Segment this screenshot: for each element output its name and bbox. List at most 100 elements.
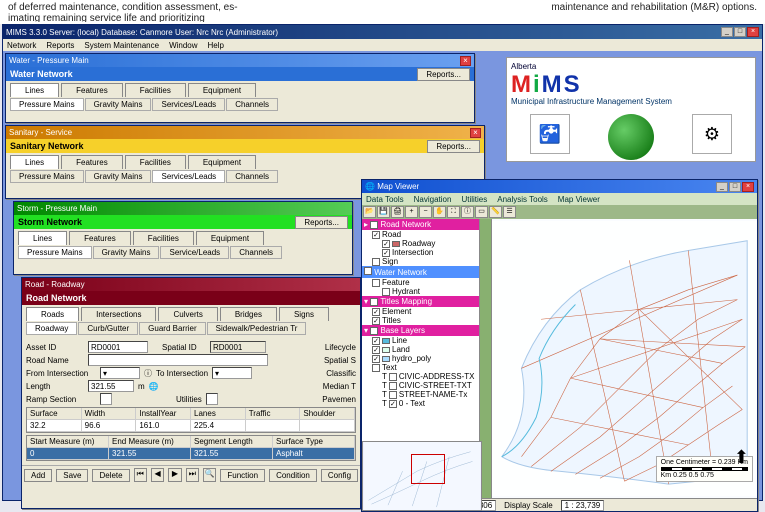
map-menu-navigation[interactable]: Navigation bbox=[414, 195, 452, 204]
water-tab-features[interactable]: Features bbox=[61, 83, 123, 97]
layer-element[interactable]: ✓Element bbox=[362, 307, 479, 316]
map-max-button[interactable]: □ bbox=[729, 182, 741, 192]
layer-civics[interactable]: T CIVIC-STREET-TXT bbox=[362, 381, 479, 390]
water-tab-lines[interactable]: Lines bbox=[10, 83, 59, 97]
g1-h-install[interactable]: InstallYear bbox=[136, 408, 191, 420]
map-canvas[interactable]: One Centimeter = 0.239 Km Km 0.25 0.5 0.… bbox=[491, 219, 757, 498]
condition-button[interactable]: Condition bbox=[269, 469, 317, 482]
tool-zoom-out-icon[interactable]: − bbox=[419, 206, 432, 218]
utilities-checkbox[interactable] bbox=[206, 393, 218, 405]
ramp-checkbox[interactable] bbox=[100, 393, 112, 405]
layer-hydro[interactable]: ✓hydro_poly bbox=[362, 354, 479, 363]
sanitary-subtab-gravity[interactable]: Gravity Mains bbox=[85, 170, 152, 183]
storm-titlebar[interactable]: Storm - Pressure Main bbox=[14, 202, 352, 215]
tool-print-icon[interactable]: 🖨 bbox=[391, 206, 404, 218]
from-int-field[interactable]: ▾ bbox=[100, 367, 140, 379]
g1-h-shoulder[interactable]: Shoulder bbox=[300, 408, 355, 420]
sanitary-tab-equipment[interactable]: Equipment bbox=[188, 155, 256, 169]
tool-open-icon[interactable]: 📂 bbox=[363, 206, 376, 218]
map-menu-analysis[interactable]: Analysis Tools bbox=[497, 195, 548, 204]
road-tab-signs[interactable]: Signs bbox=[279, 307, 329, 321]
storm-tab-equipment[interactable]: Equipment bbox=[196, 231, 264, 245]
storm-tab-facilities[interactable]: Facilities bbox=[133, 231, 194, 245]
road-subtab-curb[interactable]: Curb/Gutter bbox=[78, 322, 138, 335]
delete-button[interactable]: Delete bbox=[92, 469, 129, 482]
water-subtab-gravity[interactable]: Gravity Mains bbox=[85, 98, 152, 111]
road-name-field[interactable] bbox=[88, 354, 268, 366]
g1-h-lanes[interactable]: Lanes bbox=[191, 408, 246, 420]
water-window[interactable]: Water - Pressure Main × Water Network Re… bbox=[5, 53, 475, 123]
search-icon[interactable]: 🔍 bbox=[203, 468, 216, 482]
road-subtab-guard[interactable]: Guard Barrier bbox=[139, 322, 205, 335]
g1-row[interactable]: 32.2 96.6 161.0 225.4 bbox=[27, 420, 355, 432]
maximize-button[interactable]: □ bbox=[734, 27, 746, 37]
water-tab-facilities[interactable]: Facilities bbox=[125, 83, 186, 97]
sanitary-subtab-services[interactable]: Services/Leads bbox=[152, 170, 225, 183]
layer-civic[interactable]: T CIVIC-ADDRESS-TX bbox=[362, 372, 479, 381]
sanitary-close-icon[interactable]: × bbox=[470, 128, 481, 138]
storm-subtab-services[interactable]: Service/Leads bbox=[160, 246, 229, 259]
menu-window[interactable]: Window bbox=[169, 41, 197, 50]
menu-network[interactable]: Network bbox=[7, 41, 36, 50]
road-tab-intersections[interactable]: Intersections bbox=[81, 307, 156, 321]
layer-line[interactable]: ✓Line bbox=[362, 336, 479, 345]
layer-road[interactable]: ✓Road bbox=[362, 230, 479, 239]
water-subtab-services[interactable]: Services/Leads bbox=[152, 98, 225, 111]
water-titlebar[interactable]: Water - Pressure Main × bbox=[6, 54, 474, 67]
layer-sign[interactable]: Sign bbox=[362, 257, 479, 266]
water-close-icon[interactable]: × bbox=[460, 56, 471, 66]
last-icon[interactable]: ⏭ bbox=[186, 468, 199, 482]
layer-hdr-roadnet[interactable]: ▸ ✓ Road Network bbox=[362, 219, 479, 230]
sanitary-tab-features[interactable]: Features bbox=[61, 155, 123, 169]
tool-select-icon[interactable]: ▭ bbox=[475, 206, 488, 218]
first-icon[interactable]: ⏮ bbox=[134, 468, 147, 482]
g1-h-width[interactable]: Width bbox=[82, 408, 137, 420]
map-close-button[interactable]: × bbox=[742, 182, 754, 192]
road-subtab-roadway[interactable]: Roadway bbox=[26, 322, 77, 335]
map-viewer-window[interactable]: 🌐 Map Viewer _ □ × Data Tools Navigation… bbox=[361, 179, 758, 512]
sanitary-subtab-channels[interactable]: Channels bbox=[226, 170, 278, 183]
tool-measure-icon[interactable]: 📏 bbox=[489, 206, 502, 218]
info-icon[interactable]: ⓘ bbox=[144, 368, 152, 379]
storm-tab-features[interactable]: Features bbox=[69, 231, 131, 245]
close-button[interactable]: × bbox=[747, 27, 759, 37]
g1-h-traffic[interactable]: Traffic bbox=[246, 408, 301, 420]
length-field[interactable]: 321.55 bbox=[88, 380, 134, 392]
add-button[interactable]: Add bbox=[24, 469, 52, 482]
map-min-button[interactable]: _ bbox=[716, 182, 728, 192]
layer-hdr-water[interactable]: Water Network bbox=[362, 266, 479, 278]
storm-tab-lines[interactable]: Lines bbox=[18, 231, 67, 245]
storm-subtab-pressure[interactable]: Pressure Mains bbox=[18, 246, 92, 259]
prev-icon[interactable]: ◀ bbox=[151, 468, 164, 482]
road-window[interactable]: Road - Roadway Road Network Roads Inters… bbox=[21, 277, 361, 509]
menu-sysmaint[interactable]: System Maintenance bbox=[84, 41, 159, 50]
map-menu-mapviewer[interactable]: Map Viewer bbox=[558, 195, 600, 204]
road-titlebar[interactable]: Road - Roadway bbox=[22, 278, 360, 291]
asset-id-field[interactable]: RD0001 bbox=[88, 341, 148, 353]
g2-h-start[interactable]: Start Measure (m) bbox=[27, 436, 109, 448]
overview-map[interactable] bbox=[362, 441, 482, 511]
layer-titles[interactable]: ✓Titles bbox=[362, 316, 479, 325]
layer-hdr-titles[interactable]: ▾ ✓ Titles Mapping bbox=[362, 296, 479, 307]
storm-window[interactable]: Storm - Pressure Main Storm Network Repo… bbox=[13, 201, 353, 275]
g2-h-seglen[interactable]: Segment Length bbox=[191, 436, 273, 448]
layer-text[interactable]: Text bbox=[362, 363, 479, 372]
tool-layers-icon[interactable]: ☰ bbox=[503, 206, 516, 218]
next-icon[interactable]: ▶ bbox=[168, 468, 181, 482]
to-int-field[interactable]: ▾ bbox=[212, 367, 252, 379]
sanitary-titlebar[interactable]: Sanitary - Service × bbox=[6, 126, 484, 139]
storm-subtab-channels[interactable]: Channels bbox=[230, 246, 282, 259]
sanitary-tab-lines[interactable]: Lines bbox=[10, 155, 59, 169]
save-button[interactable]: Save bbox=[56, 469, 88, 482]
minimize-button[interactable]: _ bbox=[721, 27, 733, 37]
storm-reports-button[interactable]: Reports... bbox=[295, 216, 348, 229]
menu-help[interactable]: Help bbox=[208, 41, 224, 50]
measure-icon[interactable]: 🌐 bbox=[149, 382, 159, 391]
road-tab-culverts[interactable]: Culverts bbox=[158, 307, 217, 321]
water-tab-equipment[interactable]: Equipment bbox=[188, 83, 256, 97]
road-tab-roads[interactable]: Roads bbox=[26, 307, 79, 321]
overview-extent[interactable] bbox=[411, 454, 445, 484]
g1-h-surface[interactable]: Surface bbox=[27, 408, 82, 420]
sanitary-tab-facilities[interactable]: Facilities bbox=[125, 155, 186, 169]
layer-intersection[interactable]: ✓Intersection bbox=[362, 248, 479, 257]
